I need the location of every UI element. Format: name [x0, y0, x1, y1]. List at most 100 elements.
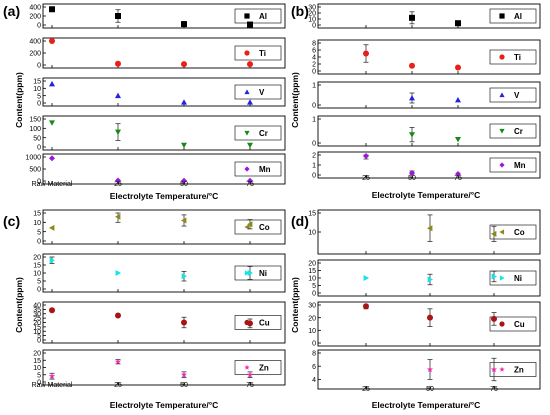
subplot-a-mn: 0 500 1000 Mn [25, 153, 286, 186]
subplot-a-al: 0 200 400 Al [29, 3, 286, 30]
legend-label-cr: Cr [259, 129, 268, 138]
data-point-al [181, 21, 187, 28]
legend-marker-mn [499, 162, 505, 168]
y-tick-label: 150 [29, 117, 41, 124]
x-tick-label: 25 [362, 386, 370, 393]
data-point-mn [363, 153, 369, 159]
y-tick-label: 40 [33, 303, 41, 310]
y-tick-label: 15 [33, 358, 41, 365]
y-axis-title-a: Content(ppm) [14, 72, 24, 128]
y-tick-label: 20 [308, 261, 316, 268]
legend-marker-ni [244, 270, 250, 276]
legend-box [234, 125, 282, 141]
data-point-al [247, 21, 253, 28]
x-tick-label: 75 [454, 175, 462, 182]
legend-marker-v [244, 89, 250, 95]
legend-marker-ti [499, 54, 505, 60]
legend-box [234, 315, 282, 330]
legend-label-zn: Zn [514, 366, 524, 375]
data-point-cu [427, 314, 433, 321]
legend-label-ni: Ni [259, 269, 267, 278]
y-tick-label: 200 [29, 51, 41, 58]
legend-label-mn: Mn [259, 165, 271, 174]
data-point-co [181, 217, 187, 224]
y-tick-label: 10 [33, 86, 41, 93]
y-tick-label: 2 [312, 153, 316, 160]
y-tick-label: 5 [37, 279, 41, 286]
legend-box [489, 270, 537, 286]
data-point-zn [490, 366, 498, 373]
data-point-cr [115, 129, 121, 136]
data-point-zn [114, 358, 122, 365]
data-point-co [247, 221, 253, 228]
y-tick-label: 8 [312, 351, 316, 358]
y-tick-label: 0 [312, 141, 316, 148]
y-tick-label: 0 [37, 179, 41, 186]
legend-marker-ti [244, 50, 250, 56]
y-tick-label: 20 [33, 351, 41, 358]
legend-box [489, 123, 537, 139]
subplot-a-ti: 0 200 400 Ti [29, 37, 286, 70]
y-tick-label: 35 [33, 307, 41, 314]
subplot-c-co: 0 5 10 15 Co [33, 209, 286, 246]
y-tick-label: 400 [29, 39, 41, 46]
y-tick-label: 100 [29, 126, 41, 133]
x-tick-label: 50 [180, 181, 188, 188]
y-tick-label: 0 [37, 380, 41, 387]
subplot-frame [317, 115, 541, 147]
data-point-ti [455, 64, 461, 71]
y-tick-label: 8 [312, 41, 316, 48]
y-tick-label: 15 [33, 324, 41, 331]
subplot-frame [42, 77, 286, 107]
legend-marker-mn [244, 166, 250, 172]
data-point-cr [247, 142, 253, 149]
y-tick-label: 5 [37, 229, 41, 236]
legend-box [489, 8, 537, 24]
y-tick-label: 0 [312, 173, 316, 180]
y-tick-label: 25 [33, 316, 41, 323]
x-tick-label: 50 [180, 382, 188, 389]
data-point-ti [363, 50, 369, 57]
subplot-d-co: 10 15 Co [308, 209, 541, 255]
subplot-frame [42, 115, 286, 151]
y-tick-label: 10 [308, 230, 316, 237]
subplot-frame [42, 209, 286, 245]
data-point-co [491, 230, 497, 237]
legend-label-cr: Cr [514, 127, 523, 136]
subplot-d-cu: 0 10 20 30 Cu [308, 301, 541, 348]
y-tick-label: 0 [312, 291, 316, 298]
x-tick-label: Raw Material [32, 181, 73, 188]
subplot-a-cr: 0 50 100 150 Cr [29, 115, 286, 152]
data-point-al [115, 13, 121, 19]
legend-label-al: Al [514, 12, 522, 21]
y-tick-label: 5 [37, 372, 41, 379]
data-point-mn [455, 171, 461, 177]
legend-box [489, 316, 537, 332]
data-point-cu [115, 312, 121, 319]
x-axis-title-a: Electrolyte Temperature/°C [110, 191, 219, 201]
panel-b: (b) Electrolyte Temperature/°C Content(p… [290, 3, 541, 200]
legend-marker-v [499, 92, 505, 98]
subplot-b-v: 0 1 V [312, 81, 541, 110]
legend-marker-cr [499, 128, 505, 134]
subplot-d-zn: 4 6 8 Zn [312, 349, 541, 390]
data-point-mn [49, 155, 55, 162]
data-point-ti [409, 62, 415, 69]
y-tick-label: 10 [33, 329, 41, 336]
legend-label-v: V [259, 88, 265, 97]
x-tick-label: 75 [246, 181, 254, 188]
x-tick-label: 50 [408, 175, 416, 182]
y-tick-label: 20 [33, 320, 41, 327]
legend-label-cu: Cu [259, 319, 270, 328]
data-point-al [49, 6, 55, 13]
legend-box [489, 49, 537, 65]
x-tick-label: 25 [114, 181, 122, 188]
x-tick-label: 25 [114, 382, 122, 389]
y-tick-label: 4 [312, 377, 316, 384]
data-point-v [181, 99, 187, 105]
y-tick-label: 2 [312, 62, 316, 69]
legend-marker-zn [244, 364, 250, 370]
